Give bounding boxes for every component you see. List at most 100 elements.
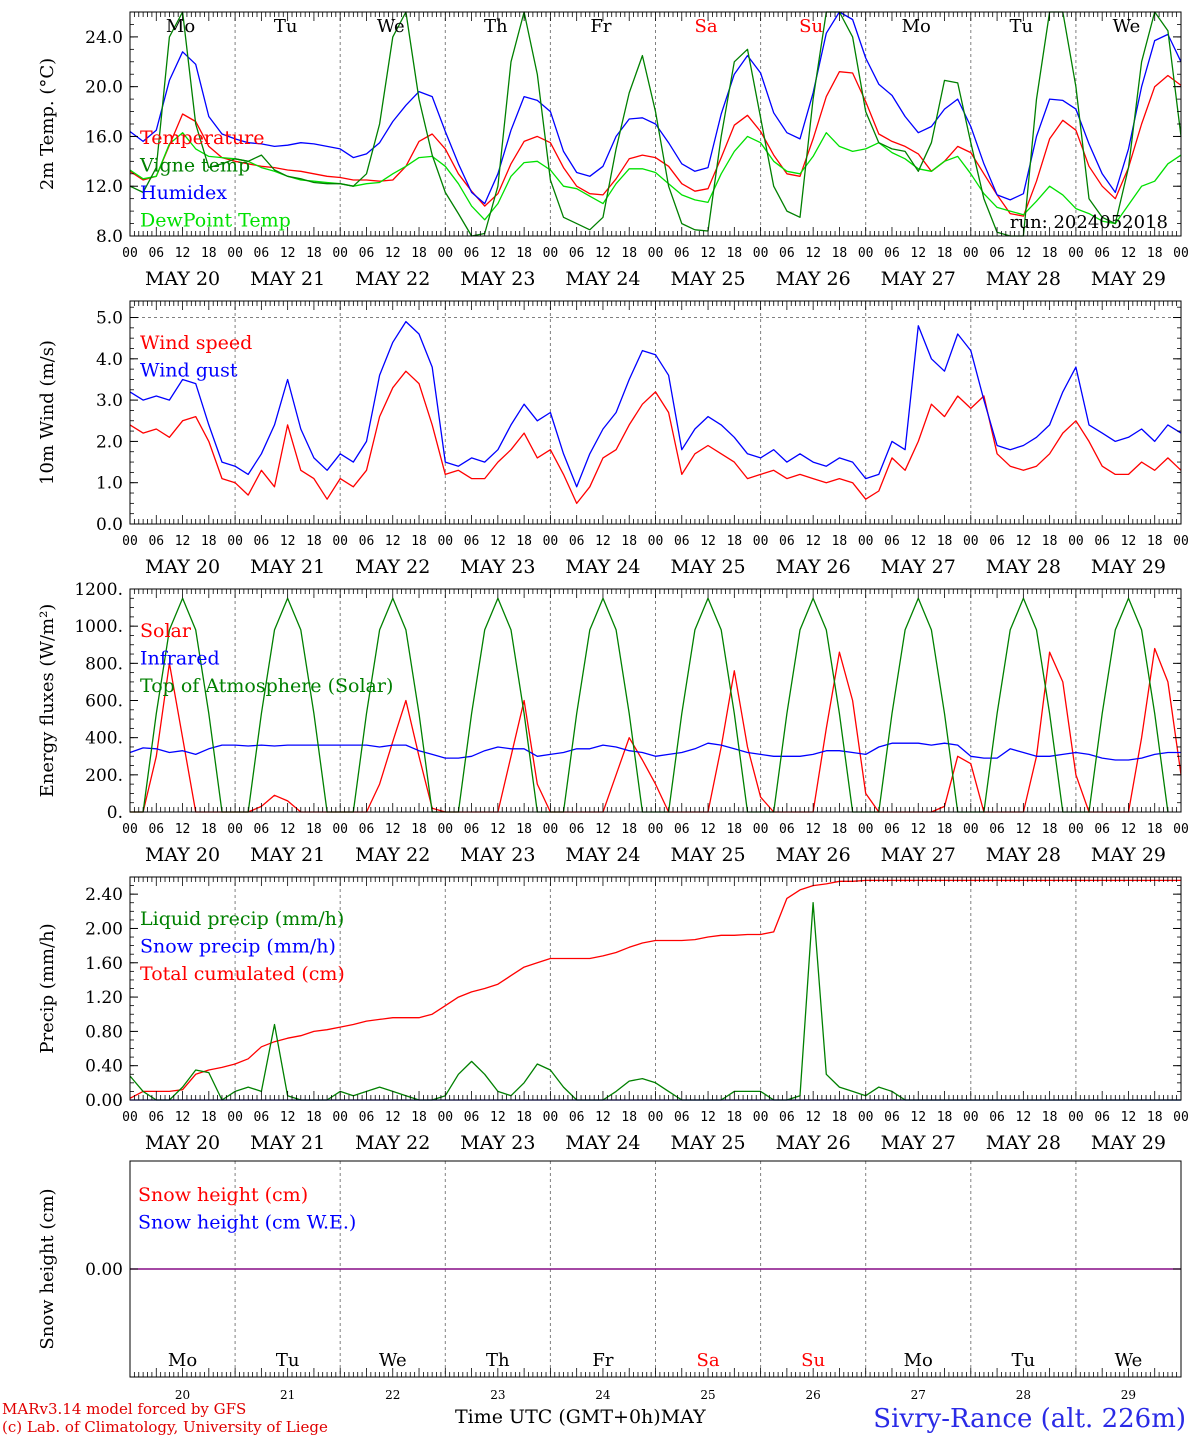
hour-tick-label: 00 — [1068, 1110, 1084, 1125]
hour-tick-label: 06 — [1094, 1110, 1110, 1125]
hour-tick-label: 00 — [122, 822, 138, 837]
hour-tick-label: 18 — [1147, 246, 1163, 261]
hour-tick-label: 12 — [805, 534, 821, 549]
hour-tick-label: 00 — [122, 534, 138, 549]
date-label: MAY 24 — [565, 1132, 640, 1154]
hour-tick-label: 06 — [674, 1110, 690, 1125]
hour-tick-label: 18 — [621, 1110, 637, 1125]
hour-tick-label: 00 — [437, 822, 453, 837]
date-label: MAY 27 — [881, 1132, 956, 1154]
hour-tick-label: 06 — [148, 246, 164, 261]
panel-precip: 0.00 0.40 0.80 1.20 1.60 2.00 2.40 Precip (mm/h… — [37, 876, 1189, 1154]
hour-tick-label: 18 — [411, 534, 427, 549]
hour-tick-label: 00 — [648, 1110, 664, 1125]
date-label: MAY 22 — [355, 1132, 430, 1154]
date-label: MAY 20 — [145, 556, 220, 578]
hour-tick-label: 00 — [227, 1110, 243, 1125]
hour-tick-label: 12 — [490, 534, 506, 549]
hour-tick-label: 12 — [175, 822, 191, 837]
y-tick-label: 0.80 — [85, 1022, 123, 1042]
hour-tick-label: 00 — [753, 246, 769, 261]
date-label: MAY 21 — [250, 268, 325, 290]
hour-tick-label: 06 — [779, 822, 795, 837]
legend-entry: Snow height (cm W.E.) — [138, 1212, 356, 1234]
hour-tick-label: 18 — [726, 246, 742, 261]
date-label: MAY 23 — [460, 1132, 535, 1154]
hour-tick-label: 18 — [306, 1110, 322, 1125]
series-line-wind-speed — [129, 370, 1182, 505]
plot-frame — [129, 588, 1182, 813]
hour-tick-label: 18 — [726, 1110, 742, 1125]
hour-tick-label: 12 — [175, 534, 191, 549]
day-number-label: 21 — [280, 1388, 295, 1402]
legend-entry: Infrared — [140, 648, 220, 670]
panel-temp: 8.0 12.0 16.0 20.0 24.0 2m Temp. (°C) Temperat… — [37, 11, 1189, 290]
hour-tick-label: 00 — [753, 822, 769, 837]
copyright-line: (c) Lab. of Climatology, University of L… — [2, 1418, 328, 1436]
hour-tick-label: 00 — [122, 246, 138, 261]
hour-tick-label: 12 — [385, 1110, 401, 1125]
weekday-label: Su — [801, 1350, 825, 1371]
date-label: MAY 29 — [1091, 844, 1166, 866]
hour-tick-label: 18 — [1042, 822, 1058, 837]
hour-tick-label: 12 — [175, 246, 191, 261]
hour-tick-label: 18 — [937, 534, 953, 549]
y-tick-label: 2.00 — [85, 919, 123, 939]
hour-tick-label: 00 — [122, 1110, 138, 1125]
hour-tick-label: 12 — [1016, 534, 1032, 549]
hour-tick-label: 12 — [280, 1110, 296, 1125]
hour-tick-label: 06 — [884, 822, 900, 837]
hour-tick-label: 18 — [937, 246, 953, 261]
hour-tick-label: 18 — [1147, 822, 1163, 837]
day-number-label: 29 — [1121, 1388, 1136, 1402]
y-tick-label: 8.0 — [96, 227, 123, 247]
hour-tick-label: 06 — [569, 534, 585, 549]
hour-tick-label: 00 — [543, 1110, 559, 1125]
hour-tick-label: 00 — [858, 246, 874, 261]
hour-tick-label: 06 — [254, 1110, 270, 1125]
panel-snow: 0.00 Snow height (cm) Snow height (cm) Snow… — [37, 1160, 1182, 1402]
y-tick-label: 800. — [85, 654, 123, 674]
date-label: MAY 28 — [986, 556, 1061, 578]
hour-tick-label: 00 — [1068, 534, 1084, 549]
series-line-infrared — [129, 742, 1181, 761]
hour-tick-label: 06 — [148, 1110, 164, 1125]
date-label: MAY 23 — [460, 844, 535, 866]
day-number-label: 20 — [175, 1388, 190, 1402]
hour-tick-label: 12 — [595, 534, 611, 549]
hour-tick-label: 00 — [437, 1110, 453, 1125]
hour-tick-label: 00 — [753, 534, 769, 549]
hour-tick-label: 12 — [595, 822, 611, 837]
hour-tick-label: 06 — [884, 534, 900, 549]
legend-entry: Liquid precip (mm/h) — [140, 908, 344, 930]
hour-tick-label: 06 — [779, 534, 795, 549]
hour-tick-label: 18 — [306, 822, 322, 837]
hour-tick-label: 00 — [227, 534, 243, 549]
weekday-label: Fr — [590, 16, 611, 37]
hour-tick-label: 18 — [1042, 1110, 1058, 1125]
x-axis-title: Time UTC (GMT+0h)MAY — [455, 1406, 706, 1428]
date-label: MAY 29 — [1091, 1132, 1166, 1154]
hour-tick-label: 12 — [175, 1110, 191, 1125]
hour-tick-label: 18 — [832, 246, 848, 261]
date-label: MAY 28 — [986, 844, 1061, 866]
date-label: MAY 28 — [986, 268, 1061, 290]
date-label: MAY 20 — [145, 844, 220, 866]
weekday-label: Tu — [276, 1350, 300, 1371]
hour-tick-label: 12 — [385, 246, 401, 261]
hour-tick-label: 18 — [832, 534, 848, 549]
weekday-label: Mo — [166, 16, 195, 37]
hour-tick-label: 12 — [910, 246, 926, 261]
hour-tick-label: 18 — [411, 1110, 427, 1125]
date-label: MAY 21 — [250, 556, 325, 578]
series-line-temperature — [129, 71, 1182, 217]
hour-tick-label: 12 — [595, 246, 611, 261]
hour-tick-label: 12 — [280, 822, 296, 837]
day-number-label: 23 — [490, 1388, 505, 1402]
hour-tick-label: 18 — [832, 1110, 848, 1125]
hour-tick-label: 00 — [543, 822, 559, 837]
hour-tick-label: 00 — [753, 1110, 769, 1125]
date-label: MAY 29 — [1091, 556, 1166, 578]
hour-tick-label: 06 — [1094, 534, 1110, 549]
